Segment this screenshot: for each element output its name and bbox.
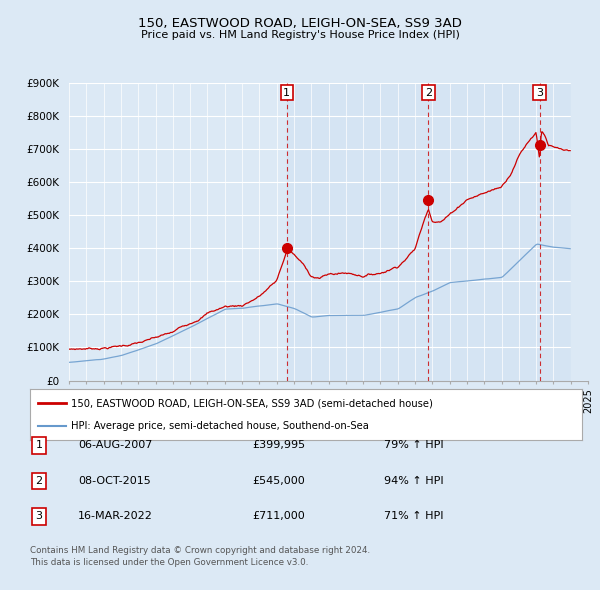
Text: £711,000: £711,000 [252,512,305,521]
Text: 16-MAR-2022: 16-MAR-2022 [78,512,153,521]
Text: 94% ↑ HPI: 94% ↑ HPI [384,476,443,486]
Text: 150, EASTWOOD ROAD, LEIGH-ON-SEA, SS9 3AD (semi-detached house): 150, EASTWOOD ROAD, LEIGH-ON-SEA, SS9 3A… [71,398,433,408]
Text: £545,000: £545,000 [252,476,305,486]
Text: 71% ↑ HPI: 71% ↑ HPI [384,512,443,521]
Text: Contains HM Land Registry data © Crown copyright and database right 2024.
This d: Contains HM Land Registry data © Crown c… [30,546,370,566]
Text: 150, EASTWOOD ROAD, LEIGH-ON-SEA, SS9 3AD: 150, EASTWOOD ROAD, LEIGH-ON-SEA, SS9 3A… [138,17,462,30]
Text: Price paid vs. HM Land Registry's House Price Index (HPI): Price paid vs. HM Land Registry's House … [140,30,460,40]
Text: 3: 3 [35,512,43,521]
Text: 2: 2 [35,476,43,486]
Text: 3: 3 [536,87,543,97]
Text: 2: 2 [425,87,432,97]
Text: 1: 1 [35,441,43,450]
Text: 06-AUG-2007: 06-AUG-2007 [78,441,152,450]
Text: 08-OCT-2015: 08-OCT-2015 [78,476,151,486]
Bar [287,83,588,381]
Text: 79% ↑ HPI: 79% ↑ HPI [384,441,443,450]
Text: £399,995: £399,995 [252,441,305,450]
Bar [571,83,588,381]
Text: 1: 1 [283,87,290,97]
Text: HPI: Average price, semi-detached house, Southend-on-Sea: HPI: Average price, semi-detached house,… [71,421,369,431]
